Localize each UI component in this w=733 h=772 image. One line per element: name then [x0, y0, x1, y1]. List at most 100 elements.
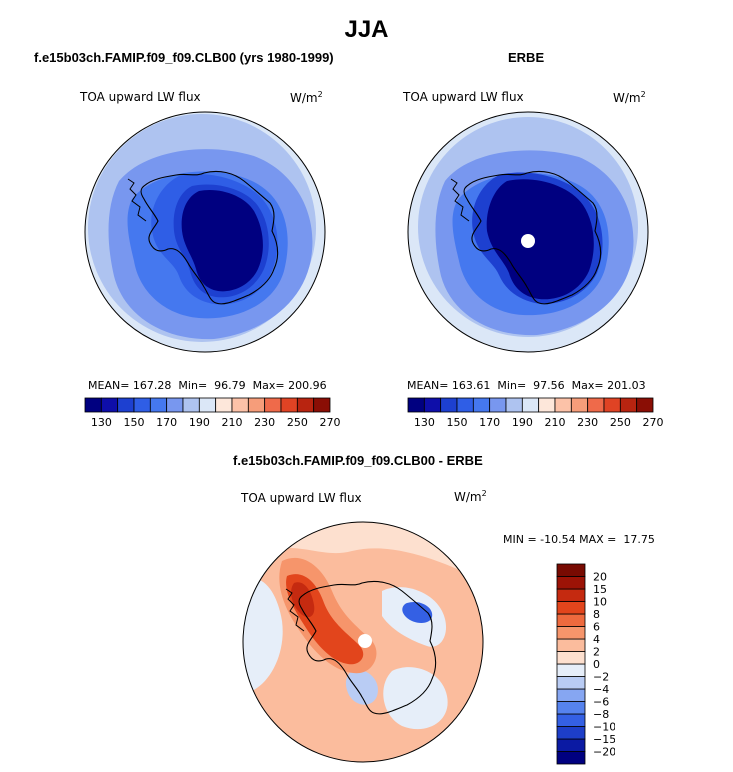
panel1-colorbar-tick-250: 250	[287, 416, 308, 429]
panel2-max-value: 201.03	[607, 379, 646, 392]
diff-colorbar-box-10	[556, 626, 586, 640]
diff-colorbar-box-15	[556, 563, 586, 577]
panel1-colorbar-tick-130: 130	[91, 416, 112, 429]
diff-colorbar-box-2	[556, 726, 586, 740]
diff-colorbar-tick-4: −6	[593, 696, 609, 709]
panel1-colorbar-box-11	[264, 397, 282, 413]
panel1-antarctica-coastline	[140, 170, 279, 305]
diff-polar-map	[242, 521, 484, 763]
panel2-band-130	[486, 179, 594, 300]
panel1-colorbar-box-1	[100, 397, 119, 413]
panel2-units-label: W/m2	[613, 90, 646, 105]
panel1-colorbar-tick-190: 190	[189, 416, 210, 429]
panel2-colorbar-box-1	[423, 397, 442, 413]
panel2-colorbar-box-14	[636, 397, 654, 413]
panel1-colorbar-box-13	[296, 397, 315, 413]
panel1-colorbar-box-5	[166, 397, 184, 413]
panel1-colorbar-box-7	[198, 397, 217, 413]
diff-colorbar-tick-3: −8	[593, 708, 609, 721]
diff-pole-missing-data	[358, 634, 372, 648]
diff-colorbar-box-7	[556, 663, 586, 677]
panel2-map-border	[407, 111, 649, 353]
diff-colorbar-box-3	[556, 713, 586, 727]
panel2-colorbar-box-0	[407, 397, 425, 413]
panel2-colorbar-tick-150: 150	[447, 416, 468, 429]
diff-colorbar-tick-11: 8	[593, 608, 600, 621]
panel2-colorbar-box-11	[587, 397, 605, 413]
panel2-pole-missing-data	[521, 234, 535, 248]
diff-colorbar-box-11	[556, 613, 586, 627]
panel1-colorbar-box-3	[133, 397, 151, 413]
panel2-colorbar-box-2	[440, 397, 458, 413]
panel2-colorbar-box-10	[570, 397, 589, 413]
panel2-peninsula-coastline	[450, 178, 470, 222]
panel1-colorbar-box-4	[149, 397, 168, 413]
panel1-polar-map	[84, 111, 326, 353]
diff-map-border	[242, 521, 484, 763]
panel2-variable-label: TOA upward LW flux	[403, 90, 524, 104]
diff-band-0-west	[243, 578, 283, 691]
panel1-colorbar-box-10	[247, 397, 266, 413]
panel1-min-label: Min=	[178, 379, 208, 392]
panel1-mean-value: 167.28	[132, 379, 172, 392]
diff-colorbar-box-5	[556, 688, 586, 702]
panel1-map-border	[84, 111, 326, 353]
diff-colorbar-box-13	[556, 588, 586, 602]
panel1-units-label: W/m2	[290, 90, 323, 105]
panel2-colorbar-box-9	[554, 397, 572, 413]
diff-case-title: f.e15b03ch.FAMIP.f09_f09.CLB00 - ERBE	[233, 453, 483, 468]
panel2-colorbar-tick-170: 170	[479, 416, 500, 429]
diff-colorbar-tick-8: 2	[593, 646, 600, 659]
diff-colorbar-tick-0: −20	[593, 746, 615, 759]
diff-colorbar-tick-6: −2	[593, 671, 609, 684]
diff-colorbar-box-4	[556, 701, 586, 715]
panel1-max-value: 200.96	[288, 379, 327, 392]
panel1-colorbar-box-2	[117, 397, 135, 413]
panel1-colorbar-tick-150: 150	[124, 416, 145, 429]
diff-colorbar-tick-14: 20	[593, 571, 607, 584]
panel2-colorbar-tick-190: 190	[512, 416, 533, 429]
panel2-colorbar-box-4	[472, 397, 491, 413]
diff-band-neg2	[345, 670, 378, 705]
panel1-peninsula-coastline	[127, 178, 147, 222]
panel2-mean-value: 163.61	[451, 379, 491, 392]
diff-antarctica-coastline	[298, 580, 437, 715]
panel2-colorbar-tick-270: 270	[643, 416, 664, 429]
panel2-polar-map	[407, 111, 649, 353]
diff-minmax-text: MIN = -10.54 MAX = 17.75	[503, 533, 655, 546]
panel2-stats: MEAN= 163.61 Min= 97.56 Max= 201.03	[407, 379, 646, 392]
panel1-stats: MEAN= 167.28 Min= 96.79 Max= 200.96	[88, 379, 327, 392]
diff-colorbar-box-8	[556, 651, 586, 665]
panel2-colorbar-tick-130: 130	[414, 416, 435, 429]
panel2-colorbar-box-12	[603, 397, 621, 413]
panel2-colorbar: 130 150 170 190 210 230 250 270	[407, 397, 664, 429]
diff-colorbar-box-12	[556, 601, 586, 615]
panel1-variable-label: TOA upward LW flux	[80, 90, 201, 104]
panel1-colorbar-box-0	[84, 397, 102, 413]
panel1-colorbar-box-12	[280, 397, 298, 413]
panel2-colorbar-box-5	[489, 397, 507, 413]
panel1-band-130	[181, 189, 263, 292]
diff-colorbar-tick-7: 0	[593, 658, 600, 671]
panel2-colorbar-tick-250: 250	[610, 416, 631, 429]
main-title: JJA	[344, 16, 389, 43]
panel2-colorbar-box-6	[505, 397, 523, 413]
diff-band-15	[291, 582, 315, 618]
panel1-min-value: 96.79	[214, 379, 246, 392]
panel2-colorbar-box-3	[456, 397, 474, 413]
panel1-colorbar-tick-270: 270	[320, 416, 341, 429]
diff-colorbar-tick-12: 10	[593, 596, 607, 609]
panel2-antarctica-coastline	[463, 170, 602, 305]
diff-colorbar-tick-9: 4	[593, 633, 600, 646]
panel1-colorbar-box-6	[182, 397, 200, 413]
panel2-mean-label: MEAN=	[407, 379, 449, 392]
panel1-max-label: Max=	[252, 379, 285, 392]
diff-colorbar-tick-2: −10	[593, 721, 615, 734]
diff-colorbar-box-14	[556, 576, 586, 590]
panel1-colorbar-tick-230: 230	[254, 416, 275, 429]
diff-units-label: W/m2	[454, 489, 487, 504]
diff-variable-label: TOA upward LW flux	[241, 491, 362, 505]
panel1-mean-label: MEAN=	[88, 379, 130, 392]
panel1-colorbar-tick-170: 170	[156, 416, 177, 429]
diff-peninsula-coastline	[285, 588, 305, 632]
